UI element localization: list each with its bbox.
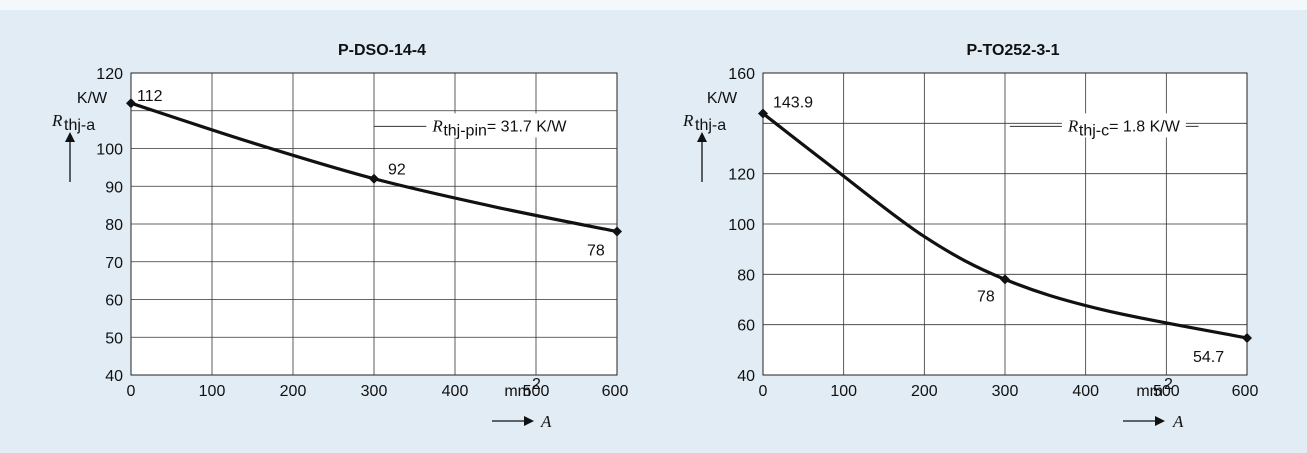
- annotation-value: = 31.7 K/W: [487, 118, 567, 135]
- annotation-symbol: R: [431, 116, 443, 135]
- data-label: 112: [137, 88, 163, 105]
- x-axis-label: A: [1172, 412, 1184, 431]
- x-tick-label: 0: [127, 383, 136, 400]
- data-point: [1000, 274, 1010, 285]
- data-label: 92: [388, 162, 406, 179]
- y-tick-label: 70: [105, 255, 123, 272]
- x-tick-label: 300: [361, 383, 388, 400]
- x-tick-label: 200: [280, 383, 307, 400]
- y-axis-unit: K/W: [707, 90, 738, 107]
- data-label: 78: [977, 288, 995, 305]
- annotation-value: = 1.8 K/W: [1109, 118, 1181, 135]
- x-tick-label: 100: [830, 383, 857, 400]
- y-axis-arrow-head: [65, 132, 75, 142]
- x-axis-unit: mm: [1136, 383, 1163, 400]
- data-point: [369, 173, 379, 184]
- y-tick-label: 80: [105, 217, 123, 234]
- x-tick-label: 100: [199, 383, 226, 400]
- x-axis-unit: mm: [504, 383, 531, 400]
- y-axis-arrow-head: [697, 132, 707, 142]
- annotation-subscript: thj-c: [1079, 122, 1109, 139]
- x-tick-label: 500: [523, 383, 550, 400]
- y-tick-label: 120: [96, 66, 123, 83]
- y-tick-label: 50: [105, 330, 123, 347]
- chart-title: P-DSO-14-4: [338, 42, 426, 59]
- annotation-text-bg: [1061, 113, 1186, 138]
- x-tick-label: 600: [1232, 383, 1259, 400]
- x-tick-label: 200: [911, 383, 938, 400]
- y-axis-unit: K/W: [77, 90, 108, 107]
- x-tick-label: 400: [1072, 383, 1099, 400]
- annotation-subscript: thj-pin: [443, 122, 487, 139]
- data-point: [126, 98, 136, 109]
- x-tick-label: 600: [602, 383, 629, 400]
- chart-2: P-TO252-3-1 0 100 200 300 400 500 600 mm 2 40 60 80 1…: [682, 42, 1258, 431]
- y-axis-label: R: [682, 111, 694, 130]
- y-tick-label: 80: [737, 267, 755, 284]
- y-axis-label-sub: thj-a: [64, 117, 95, 134]
- y-tick-label: 90: [105, 179, 123, 196]
- y-axis-label-sub: thj-a: [695, 117, 726, 134]
- chart-1: P-DSO-14-4 0 100 200 300 400 500 600 mm 2 40 50 60 70…: [51, 42, 628, 431]
- x-axis-label: A: [540, 412, 552, 431]
- y-tick-label: 40: [737, 368, 755, 385]
- x-tick-label: 0: [759, 383, 768, 400]
- y-axis-label: R: [51, 111, 63, 130]
- x-axis-unit-sup: 2: [532, 376, 541, 393]
- data-label: 143.9: [773, 95, 813, 112]
- x-tick-label: 500: [1153, 383, 1180, 400]
- data-point: [1242, 333, 1252, 344]
- series-line: [762, 112, 1248, 340]
- y-tick-label: 100: [728, 217, 755, 234]
- annotation-text-bg: [426, 113, 573, 138]
- y-tick-label: 60: [105, 293, 123, 310]
- y-tick-label: 40: [105, 368, 123, 385]
- x-tick-label: 400: [442, 383, 469, 400]
- data-label: 78: [587, 243, 605, 260]
- data-point: [612, 226, 622, 237]
- y-tick-label: 60: [737, 318, 755, 335]
- y-tick-label: 100: [96, 142, 123, 159]
- y-tick-label: 160: [728, 66, 755, 83]
- data-label: 54.7: [1193, 349, 1224, 366]
- y-tick-label: 120: [728, 167, 755, 184]
- x-axis-unit-sup: 2: [1164, 376, 1173, 393]
- x-axis-arrow-head: [1155, 416, 1165, 426]
- x-tick-label: 300: [992, 383, 1019, 400]
- chart-title: P-TO252-3-1: [966, 42, 1059, 59]
- data-point: [758, 108, 768, 119]
- x-axis-arrow-head: [524, 416, 534, 426]
- annotation-symbol: R: [1067, 116, 1079, 135]
